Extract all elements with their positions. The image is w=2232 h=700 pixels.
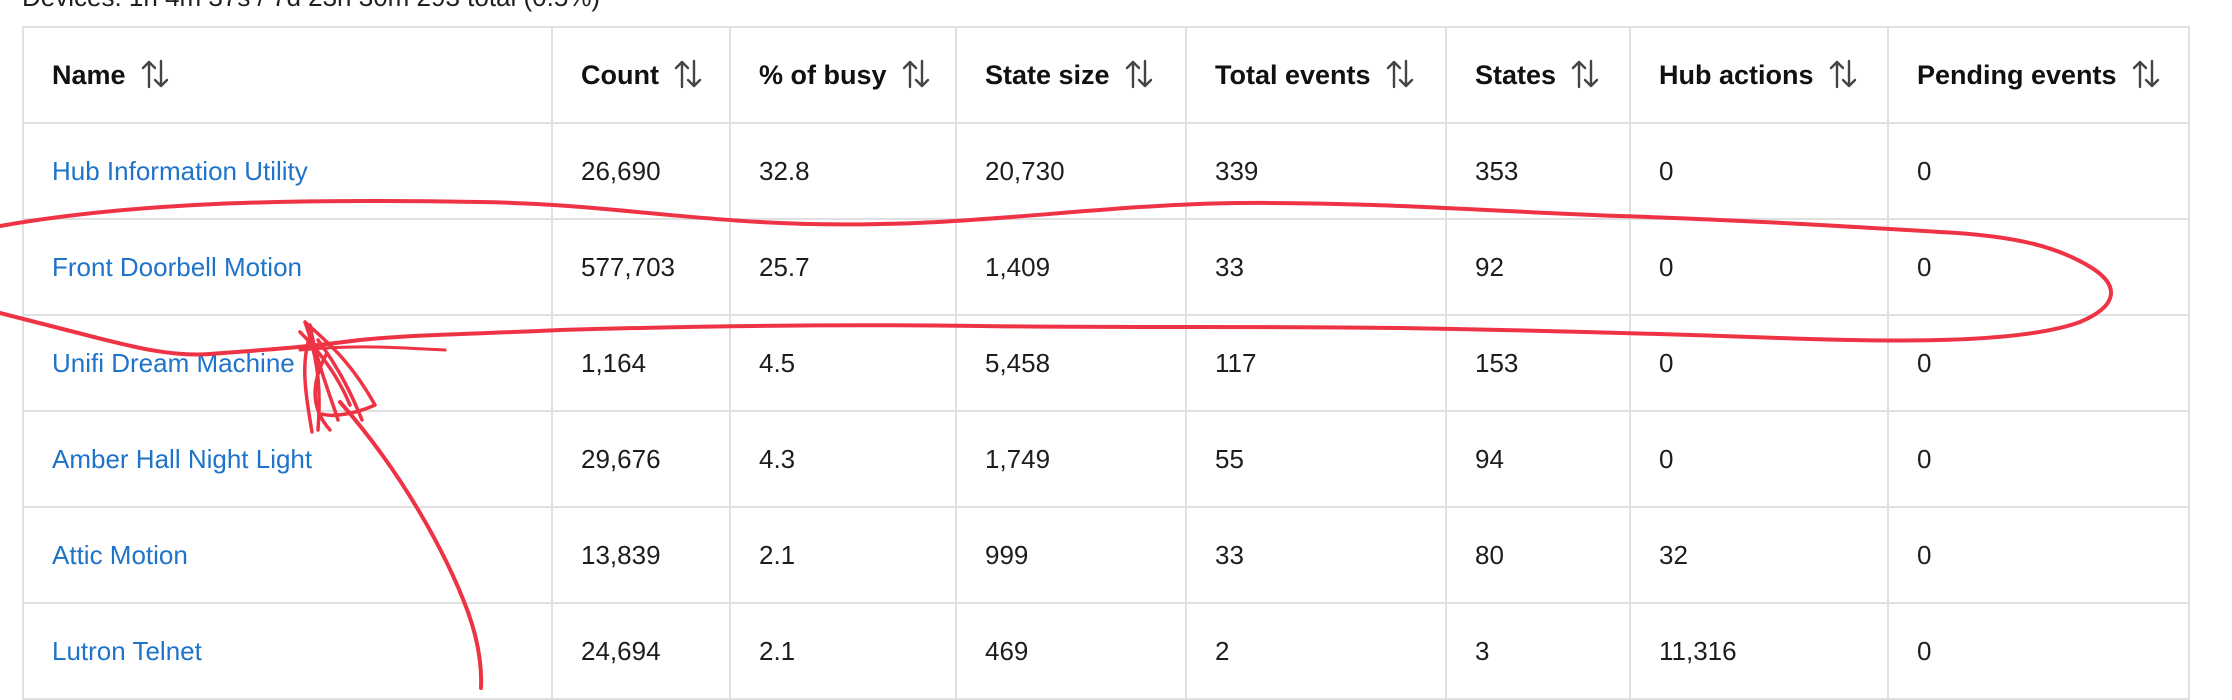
device-stats-table: Name Count % of busy State size Total ev… xyxy=(22,26,2190,700)
table-row: Hub Information Utility 26,690 32.8 20,7… xyxy=(22,122,2190,220)
device-link[interactable]: Hub Information Utility xyxy=(52,155,308,186)
busy-cell: 2.1 xyxy=(729,602,957,700)
device-name-cell: Lutron Telnet xyxy=(22,602,553,700)
column-header-state-size[interactable]: State size xyxy=(955,26,1187,124)
device-name-cell: Front Doorbell Motion xyxy=(22,218,553,316)
busy-cell: 32.8 xyxy=(729,122,957,220)
device-link[interactable]: Unifi Dream Machine xyxy=(52,347,295,378)
pending-events-cell: 0 xyxy=(1887,218,2190,316)
state-size-cell: 20,730 xyxy=(955,122,1187,220)
column-header-pending-events[interactable]: Pending events xyxy=(1887,26,2190,124)
hub-actions-cell: 0 xyxy=(1629,218,1889,316)
sort-arrows-icon[interactable] xyxy=(1124,58,1154,90)
pending-events-cell: 0 xyxy=(1887,602,2190,700)
sort-arrows-icon[interactable] xyxy=(1570,58,1600,90)
total-events-cell: 339 xyxy=(1185,122,1447,220)
device-link[interactable]: Attic Motion xyxy=(52,539,188,570)
device-name-cell: Attic Motion xyxy=(22,506,553,604)
busy-cell: 4.5 xyxy=(729,314,957,412)
pending-events-cell: 0 xyxy=(1887,314,2190,412)
hub-actions-cell: 32 xyxy=(1629,506,1889,604)
table-row: Front Doorbell Motion 577,703 25.7 1,409… xyxy=(22,218,2190,316)
table-row: Lutron Telnet 24,694 2.1 469 2 3 11,316 … xyxy=(22,602,2190,700)
total-events-cell: 33 xyxy=(1185,506,1447,604)
sort-arrows-icon[interactable] xyxy=(901,58,931,90)
sort-arrows-icon[interactable] xyxy=(673,58,703,90)
hub-actions-cell: 0 xyxy=(1629,122,1889,220)
state-size-cell: 469 xyxy=(955,602,1187,700)
sort-arrows-icon[interactable] xyxy=(1828,58,1858,90)
column-header-percent-busy[interactable]: % of busy xyxy=(729,26,957,124)
busy-cell: 25.7 xyxy=(729,218,957,316)
table-row: Unifi Dream Machine 1,164 4.5 5,458 117 … xyxy=(22,314,2190,412)
state-size-cell: 1,749 xyxy=(955,410,1187,508)
table-row: Attic Motion 13,839 2.1 999 33 80 32 0 xyxy=(22,506,2190,604)
state-size-cell: 1,409 xyxy=(955,218,1187,316)
device-link[interactable]: Front Doorbell Motion xyxy=(52,251,302,282)
sort-arrows-icon[interactable] xyxy=(140,58,170,90)
states-cell: 94 xyxy=(1445,410,1631,508)
device-name-cell: Unifi Dream Machine xyxy=(22,314,553,412)
count-cell: 1,164 xyxy=(551,314,731,412)
column-header-total-events[interactable]: Total events xyxy=(1185,26,1447,124)
device-name-cell: Amber Hall Night Light xyxy=(22,410,553,508)
column-header-hub-actions[interactable]: Hub actions xyxy=(1629,26,1889,124)
total-events-cell: 2 xyxy=(1185,602,1447,700)
hub-actions-cell: 11,316 xyxy=(1629,602,1889,700)
states-cell: 3 xyxy=(1445,602,1631,700)
total-events-cell: 33 xyxy=(1185,218,1447,316)
sort-arrows-icon[interactable] xyxy=(1385,58,1415,90)
busy-cell: 2.1 xyxy=(729,506,957,604)
states-cell: 80 xyxy=(1445,506,1631,604)
column-header-name[interactable]: Name xyxy=(22,26,553,124)
total-events-cell: 55 xyxy=(1185,410,1447,508)
count-cell: 577,703 xyxy=(551,218,731,316)
devices-summary: Devices: 1h 4m 37s / 7d 23h 30m 293 tota… xyxy=(22,0,600,13)
hub-actions-cell: 0 xyxy=(1629,314,1889,412)
device-link[interactable]: Amber Hall Night Light xyxy=(52,443,313,474)
states-cell: 92 xyxy=(1445,218,1631,316)
table-row: Amber Hall Night Light 29,676 4.3 1,749 … xyxy=(22,410,2190,508)
hub-actions-cell: 0 xyxy=(1629,410,1889,508)
states-cell: 353 xyxy=(1445,122,1631,220)
busy-cell: 4.3 xyxy=(729,410,957,508)
pending-events-cell: 0 xyxy=(1887,506,2190,604)
count-cell: 24,694 xyxy=(551,602,731,700)
pending-events-cell: 0 xyxy=(1887,122,2190,220)
total-events-cell: 117 xyxy=(1185,314,1447,412)
header-row: Name Count % of busy State size Total ev… xyxy=(22,26,2190,124)
sort-arrows-icon[interactable] xyxy=(2131,58,2161,90)
state-size-cell: 999 xyxy=(955,506,1187,604)
device-name-cell: Hub Information Utility xyxy=(22,122,553,220)
column-header-states[interactable]: States xyxy=(1445,26,1631,124)
count-cell: 26,690 xyxy=(551,122,731,220)
column-header-count[interactable]: Count xyxy=(551,26,731,124)
state-size-cell: 5,458 xyxy=(955,314,1187,412)
states-cell: 153 xyxy=(1445,314,1631,412)
count-cell: 13,839 xyxy=(551,506,731,604)
device-stats-table-container: Name Count % of busy State size Total ev… xyxy=(22,26,2190,700)
pending-events-cell: 0 xyxy=(1887,410,2190,508)
device-link[interactable]: Lutron Telnet xyxy=(52,635,202,666)
count-cell: 29,676 xyxy=(551,410,731,508)
